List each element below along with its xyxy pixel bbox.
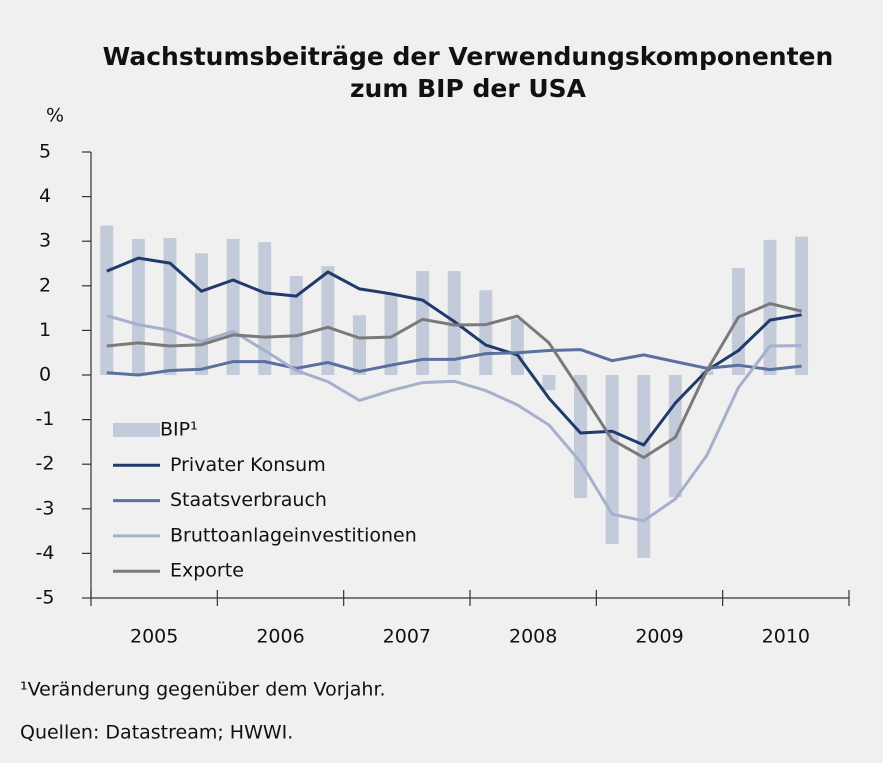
bar xyxy=(416,271,430,375)
x-group-label: 2007 xyxy=(383,626,431,648)
line-series xyxy=(106,314,802,523)
legend-swatch xyxy=(113,423,160,437)
y-tick-label: 0 xyxy=(39,364,51,386)
y-unit: % xyxy=(46,105,64,127)
bar xyxy=(795,236,809,375)
x-group-label: 2010 xyxy=(762,626,810,648)
bar xyxy=(195,253,209,375)
legend-label: Privater Konsum xyxy=(170,454,326,476)
bar xyxy=(731,267,745,375)
bar xyxy=(131,238,145,375)
legend-label: Exporte xyxy=(170,560,244,582)
line-series xyxy=(106,348,802,377)
y-tick-label: 4 xyxy=(39,185,51,207)
y-tick-label: 3 xyxy=(39,230,51,252)
bar xyxy=(163,238,177,375)
y-tick-label: 5 xyxy=(39,141,51,163)
legend-label: Bruttoanlageinvestitionen xyxy=(170,524,417,546)
bar xyxy=(258,242,272,375)
bar xyxy=(352,315,366,375)
footnote: ¹Veränderung gegenüber dem Vorjahr. xyxy=(20,679,386,701)
y-tick-label: -4 xyxy=(36,542,55,564)
y-tick-label: 2 xyxy=(39,274,51,296)
line-series xyxy=(106,256,802,447)
bar xyxy=(605,375,619,545)
bar xyxy=(542,375,556,391)
y-tick-label: 1 xyxy=(39,319,51,341)
bar xyxy=(574,375,588,499)
chart-title: zum BIP der USA xyxy=(350,74,587,103)
bar xyxy=(100,225,114,375)
bar xyxy=(384,294,398,375)
legend-label: BIP¹ xyxy=(160,419,198,441)
bar xyxy=(510,319,524,375)
bar xyxy=(289,275,303,375)
x-group-label: 2006 xyxy=(256,626,304,648)
bar xyxy=(479,290,493,375)
x-group-label: 2005 xyxy=(130,626,178,648)
line-series xyxy=(106,302,802,459)
y-tick-label: -1 xyxy=(36,408,55,430)
x-group-label: 2009 xyxy=(635,626,683,648)
bar xyxy=(637,375,651,558)
bar xyxy=(321,266,335,375)
y-tick-label: -3 xyxy=(36,497,55,519)
y-tick-label: -5 xyxy=(36,587,55,609)
y-tick-label: -2 xyxy=(36,453,55,475)
legend-label: Staatsverbrauch xyxy=(170,489,327,511)
x-group-label: 2008 xyxy=(509,626,557,648)
source: Quellen: Datastream; HWWI. xyxy=(20,722,293,744)
bar xyxy=(763,239,777,375)
chart-title: Wachstumsbeiträge der Verwendungskompone… xyxy=(103,42,834,71)
bar xyxy=(226,238,240,375)
